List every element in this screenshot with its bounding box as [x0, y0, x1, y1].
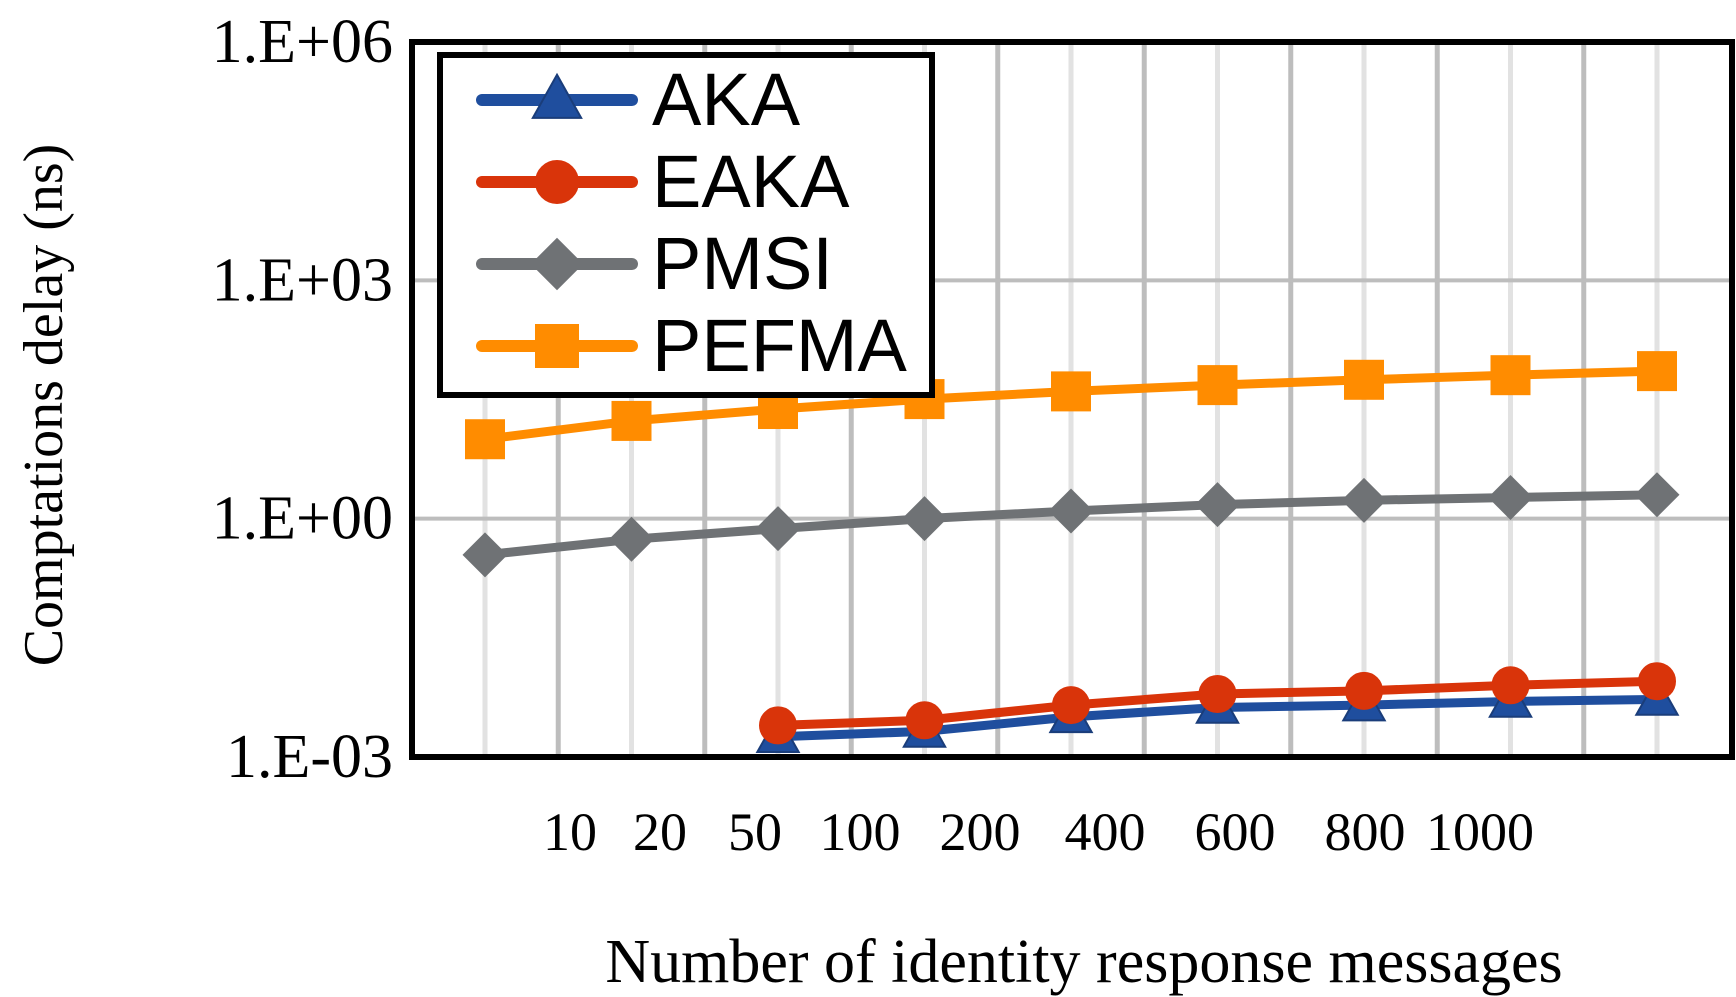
legend-item-aka: AKA	[476, 58, 801, 141]
data-point-eaka	[759, 706, 797, 745]
data-point-pefma	[465, 419, 505, 460]
data-point-pefma	[1197, 365, 1238, 406]
data-point-eaka	[905, 701, 944, 740]
legend-box	[437, 52, 935, 398]
x-tick-label: 800	[1325, 802, 1406, 862]
data-point-eaka	[1491, 666, 1530, 705]
x-tick-label: 200	[940, 802, 1021, 862]
data-point-pmsi	[1048, 488, 1094, 534]
legend-label-eaka: EAKA	[652, 140, 850, 223]
legend-marker-pefma	[535, 324, 579, 368]
x-tick-label: 10	[543, 802, 597, 862]
series-layer	[462, 351, 1680, 754]
data-point-pmsi	[609, 516, 654, 562]
y-tick-label: 1.E-03	[226, 723, 393, 791]
data-point-pmsi	[1634, 472, 1680, 518]
data-point-pmsi	[902, 496, 947, 542]
data-point-pefma	[1344, 359, 1384, 400]
x-tick-label: 600	[1195, 802, 1276, 862]
legend-marker-eaka	[535, 160, 579, 204]
data-point-eaka	[1198, 675, 1237, 714]
x-axis-label: Number of identity response messages	[605, 928, 1562, 996]
legend-label-aka: AKA	[652, 58, 801, 141]
x-tick-label: 50	[728, 802, 782, 862]
series-pmsi	[462, 472, 1680, 578]
legend-label-pmsi: PMSI	[652, 222, 833, 305]
x-tick-label: 20	[633, 802, 687, 862]
data-point-pefma	[611, 400, 652, 441]
x-tick-labels: 10 20 50 100 200 400 600 800 1000	[543, 802, 1534, 862]
data-point-pmsi	[1488, 474, 1533, 520]
plot-area-border	[409, 39, 1735, 760]
data-point-eaka	[1052, 686, 1090, 725]
data-point-pmsi	[1195, 482, 1240, 528]
y-tick-label: 1.E+03	[212, 246, 393, 314]
y-tick-label: 1.E+00	[212, 485, 393, 553]
y-tick-label: 1.E+06	[212, 8, 393, 76]
legend-item-pefma: PEFMA	[476, 304, 908, 387]
data-point-eaka	[1345, 671, 1383, 710]
data-point-pefma	[1051, 371, 1091, 412]
legend-item-eaka: EAKA	[476, 140, 850, 223]
series-pefma	[465, 351, 1677, 460]
legend-label-pefma: PEFMA	[652, 304, 908, 387]
data-point-pmsi	[462, 532, 508, 578]
data-point-pefma	[1637, 351, 1677, 392]
data-point-pmsi	[755, 506, 801, 552]
y-axis-label: Comptations delay (ns)	[13, 144, 75, 667]
legend-item-pmsi: PMSI	[476, 222, 833, 305]
data-point-pefma	[1490, 355, 1531, 396]
x-tick-label: 100	[820, 802, 901, 862]
y-tick-labels: 1.E-03 1.E+00 1.E+03 1.E+06	[212, 8, 393, 791]
legend-marker-aka	[531, 72, 583, 119]
x-tick-label: 400	[1065, 802, 1146, 862]
x-tick-label: 1000	[1426, 802, 1534, 862]
data-point-eaka	[1638, 662, 1676, 701]
data-point-pmsi	[1341, 477, 1387, 523]
legend-marker-pmsi	[530, 237, 584, 291]
series-eaka	[759, 662, 1676, 745]
